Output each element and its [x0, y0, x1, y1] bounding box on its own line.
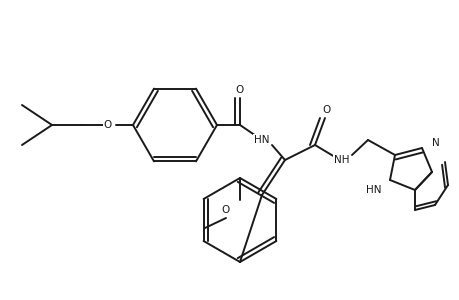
Text: O: O	[235, 85, 244, 95]
Text: O: O	[221, 205, 230, 215]
Text: HN: HN	[254, 135, 269, 145]
Text: HN: HN	[366, 185, 381, 195]
Text: O: O	[322, 105, 330, 115]
Text: O: O	[104, 120, 112, 130]
Text: N: N	[431, 138, 439, 148]
Text: NH: NH	[334, 155, 349, 165]
